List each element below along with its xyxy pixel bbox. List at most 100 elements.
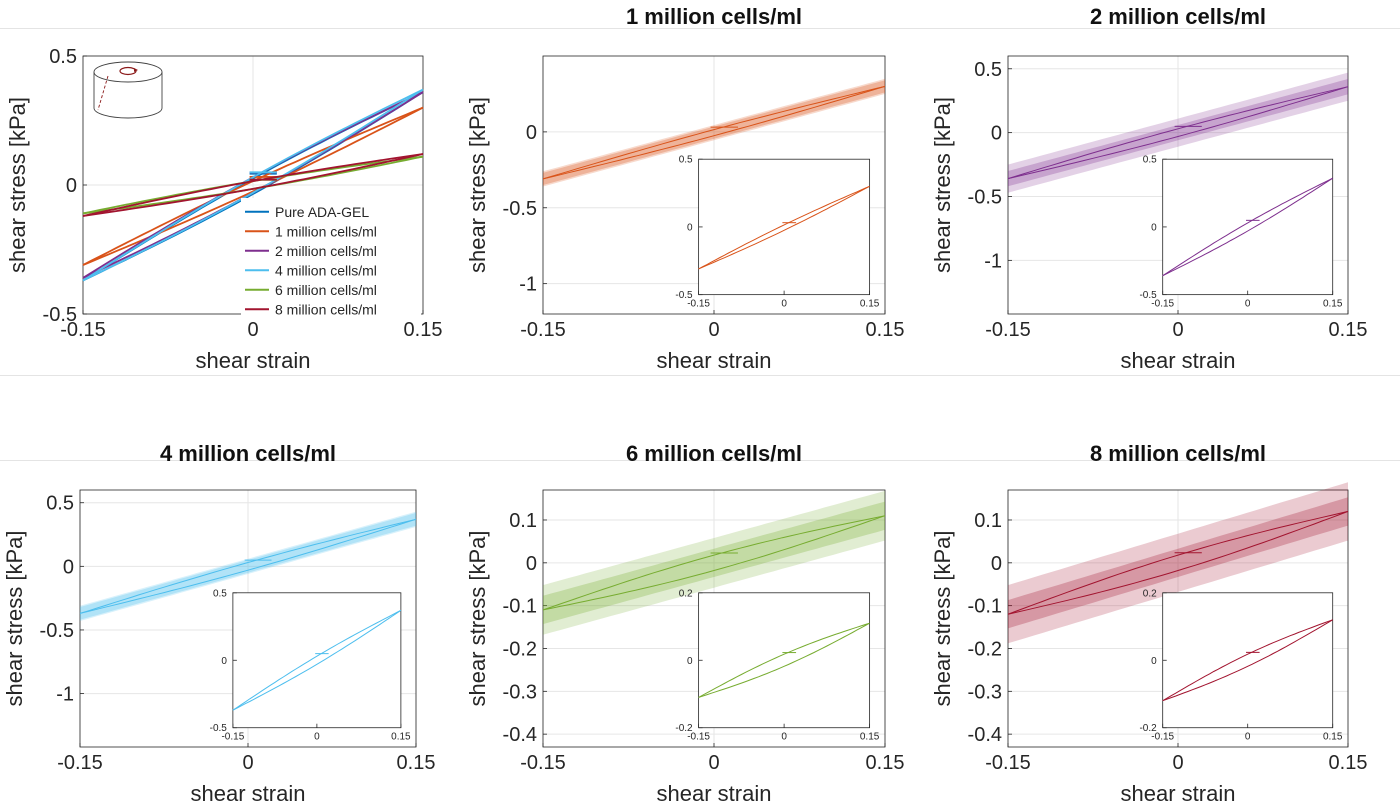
y-tick-label: 0.5 [679,155,693,166]
y-tick-label: -0.2 [503,638,537,660]
rheometer-cylinder-icon [93,61,163,119]
series-2-loop-lower-branch [82,106,424,266]
std-band-inner [543,80,885,185]
inset-loop-upper-branch [1162,177,1333,277]
x-tick-label: -0.15 [60,319,106,341]
std-band-inner [1008,79,1348,187]
y-tick-label: 0 [1151,656,1157,667]
x-tick-label: -0.15 [520,752,566,774]
std-band-outer [1008,482,1348,644]
chart-title: 6 million cells/ml [626,441,802,466]
x-tick-label: -0.15 [520,319,566,341]
inset-panel: -0.15 0 0.15 -0.2 0 0.2 [675,588,879,742]
x-tick-label: 0 [314,732,320,743]
y-axis-label: shear stress [kPa] [5,97,30,273]
y-tick-label: -0.3 [503,681,537,703]
y-tick-label: -1 [984,250,1002,272]
x-axis-label: shear strain [657,781,772,806]
inset-panel: -0.15 0 0.15 -0.5 0 0.5 [210,588,411,742]
y-tick-label: -0.1 [503,596,537,618]
legend-label-4: 4 million cells/ml [275,262,377,278]
mean-loop-lower-branch [542,85,886,180]
legend-box [241,198,421,321]
inset-panel: -0.15 0 0.15 -0.5 0 0.5 [1139,155,1342,310]
row-separator-top [0,28,1400,29]
mean-loop-upper-branch [1007,510,1349,615]
x-tick-label: 0 [708,319,719,341]
inset-loop-lower-branch [232,609,402,711]
y-tick-label: -0.4 [968,724,1002,746]
mean-loop-lower-branch [1007,510,1349,615]
inset-background [698,159,870,295]
y-tick-label: -0.3 [968,681,1002,703]
chart-panel-3: -0.15 0 0.15 -1 -0.5 0 0.5 2 million cells/ml sh… [930,4,1367,373]
legend-label-1: Pure ADA-GEL [275,204,369,220]
mean-loop-lower-branch [79,518,417,614]
y-tick-label: 0.5 [974,59,1002,81]
series-6-loop-lower-branch [82,153,424,217]
y-tick-label: 0.5 [1143,155,1157,166]
x-tick-label: 0.15 [397,752,436,774]
x-tick-label: 0 [708,752,719,774]
series-6-loop-upper-branch [82,153,424,217]
y-tick-label: -1 [56,684,74,706]
y-tick-label: -0.5 [40,620,74,642]
y-tick-label: 0.5 [213,588,227,599]
y-tick-label: 0 [66,175,77,197]
x-axis-label: shear strain [1121,348,1236,373]
x-tick-label: -0.15 [57,752,103,774]
x-tick-label: 0 [1172,319,1183,341]
rotation-arrowhead [134,68,138,72]
inset-loop-upper-branch [232,609,402,711]
y-tick-label: 0.2 [679,588,693,599]
y-tick-label: 0 [687,222,693,233]
inset-loop-lower-branch [1162,619,1333,702]
y-tick-label: 0 [687,656,693,667]
y-tick-label: -0.5 [210,723,228,734]
y-tick-label: 0.1 [974,510,1002,532]
x-axis-label: shear strain [1121,781,1236,806]
x-tick-label: 0.15 [866,319,905,341]
x-tick-label: 0 [242,752,253,774]
y-tick-label: 0 [221,656,227,667]
x-tick-label: 0 [1172,752,1183,774]
cylinder-body [93,72,163,119]
radius-marker [97,75,109,111]
mean-loop-upper-branch [542,515,886,611]
x-tick-label: -0.15 [1151,732,1174,743]
x-tick-label: 0.15 [1323,732,1343,743]
x-tick-label: 0 [247,319,258,341]
x-tick-label: -0.15 [985,319,1031,341]
row-separator-lower [0,460,1400,461]
chart-title: 4 million cells/ml [160,441,336,466]
y-tick-label: 0.1 [509,510,537,532]
std-band-outer [543,490,885,635]
std-band-outer [1008,72,1348,193]
series-4-loop-upper-branch [82,88,424,282]
y-tick-label: -0.1 [968,596,1002,618]
y-axis-label: shear stress [kPa] [465,97,490,273]
chart-title: 2 million cells/ml [1090,4,1266,29]
mean-loop-lower-branch [542,515,886,611]
y-tick-label: 0.5 [49,46,77,68]
inset-background [1162,159,1333,295]
inset-loop-upper-branch [1162,619,1333,702]
std-band-outer [80,511,416,621]
chart-panel-6: -0.15 0 0.15 -0.4 -0.3 -0.2 -0.1 0 0.1 8 million … [930,441,1367,806]
y-tick-label: 0 [526,122,537,144]
legend-label-5: 6 million cells/ml [275,282,377,298]
x-tick-label: 0.15 [866,752,905,774]
cylinder-top [93,61,163,83]
x-tick-label: -0.15 [985,752,1031,774]
x-tick-label: -0.15 [687,732,710,743]
legend-label-3: 2 million cells/ml [275,243,377,259]
x-tick-label: 0.15 [391,732,411,743]
y-tick-label: 0 [1151,222,1157,233]
x-tick-label: -0.15 [221,732,244,743]
inset-panel: -0.15 0 0.15 -0.2 0 0.2 [1139,588,1342,742]
chart-title: 1 million cells/ml [626,4,802,29]
x-tick-label: 0.15 [1329,319,1368,341]
legend-label-6: 8 million cells/ml [275,301,377,317]
y-tick-label: -0.2 [675,723,693,734]
